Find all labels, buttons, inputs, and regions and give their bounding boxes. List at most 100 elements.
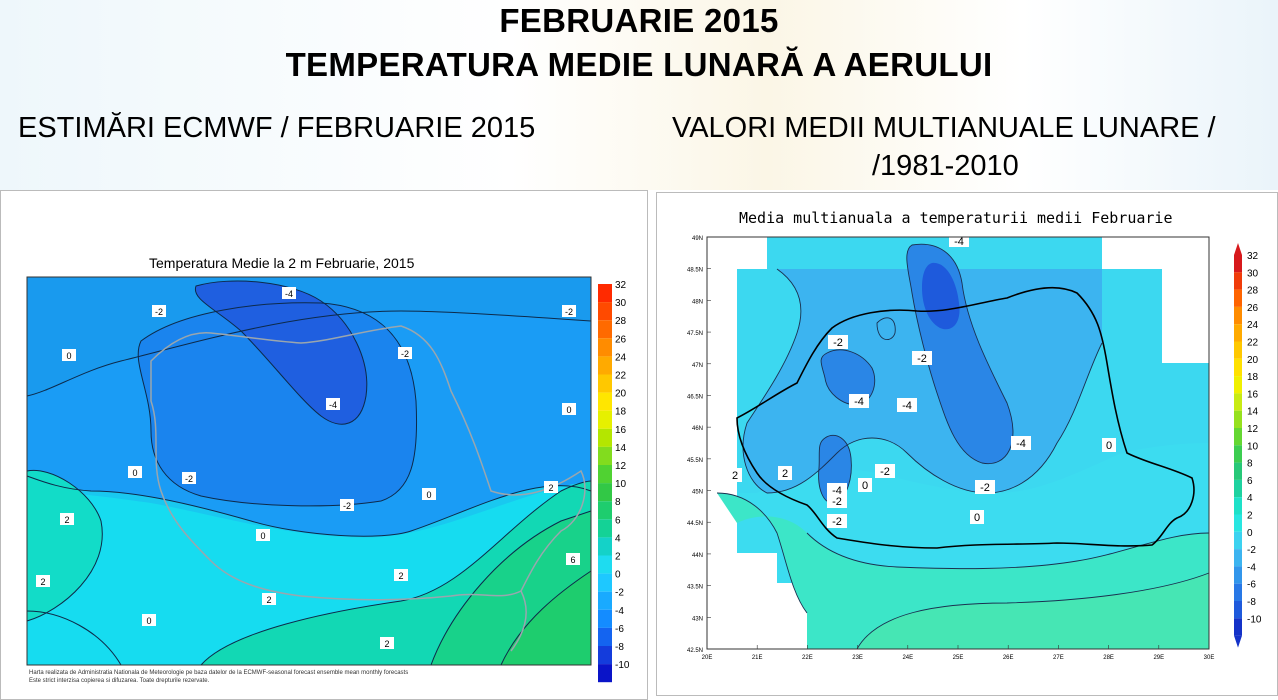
svg-text:-2: -2 xyxy=(832,496,842,508)
svg-text:-2: -2 xyxy=(343,501,351,511)
colorbar-tick-label: 12 xyxy=(615,461,627,472)
svg-text:2: 2 xyxy=(64,515,69,525)
colorbar-tick-label: 24 xyxy=(615,352,627,363)
colorbar-swatch xyxy=(1234,410,1242,428)
map-zone-minus2-north xyxy=(27,277,591,396)
svg-text:-4: -4 xyxy=(285,289,293,299)
multiannual-map-title: Media multianuala a temperaturii medii F… xyxy=(739,209,1173,227)
contour-label: 2 xyxy=(36,575,50,587)
contour-label: 2 xyxy=(60,513,74,525)
longitude-tick-label: 29E xyxy=(1153,655,1164,661)
colorbar-swatch xyxy=(598,573,612,592)
contour-label: 0 xyxy=(62,349,76,361)
danube-border xyxy=(510,590,527,652)
map-frame xyxy=(706,236,1210,650)
credit-line-2: Este strict interzisa copierea si difuza… xyxy=(29,678,210,684)
latitude-tick-label: 43.5N xyxy=(687,585,703,591)
svg-text:0: 0 xyxy=(566,405,571,415)
latitude-tick-label: 47.5N xyxy=(687,331,703,337)
ecmwf-contour-lines xyxy=(26,280,592,666)
svg-text:2: 2 xyxy=(732,470,738,482)
contour-label: -2 xyxy=(828,335,848,349)
colorbar-tick-label: -4 xyxy=(1247,562,1256,573)
longitude-tick-label: 25E xyxy=(953,655,964,661)
colorbar-swatch xyxy=(598,627,612,646)
colorbar-tick-label: 6 xyxy=(615,515,621,526)
colorbar-swatch xyxy=(598,609,612,628)
svg-text:-2: -2 xyxy=(917,353,927,365)
multiannual-temperature-map: 49N 48.5N 48N 47.5N 47N 46.5N 46N 45.5N 45N 44.5N… xyxy=(687,235,1262,661)
latitude-tick-label: 48N xyxy=(692,299,703,305)
map-zone-plus4 xyxy=(857,573,1209,649)
multiannual-contour-labels: -4 -2 -4 -2 -2 -4 -4 -2 -2 -2 0 -4 0 0 2… xyxy=(728,235,1116,528)
svg-text:2: 2 xyxy=(398,571,403,581)
contour-label: 0 xyxy=(562,403,576,415)
colorbar-tick-label: 14 xyxy=(1247,407,1259,418)
svg-text:-2: -2 xyxy=(401,349,409,359)
left-subtitle: ESTIMĂRI ECMWF / FEBRUARIE 2015 xyxy=(18,112,536,144)
colorbar-swatch xyxy=(598,537,612,556)
colorbar-tick-label: 30 xyxy=(1247,268,1259,279)
colorbar-swatch xyxy=(1234,428,1242,446)
svg-text:-4: -4 xyxy=(902,400,912,412)
colorbar-tick-label: 26 xyxy=(1247,303,1259,314)
contour-label: -2 xyxy=(875,464,895,478)
longitude-tick-label: 23E xyxy=(852,655,863,661)
contour-label: -2 xyxy=(340,499,354,511)
colorbar-tick-label: -6 xyxy=(1247,580,1256,591)
colorbar-tick-label: 16 xyxy=(615,425,627,436)
svg-text:-2: -2 xyxy=(155,307,163,317)
colorbar-swatch xyxy=(598,392,612,411)
contour-label: 0 xyxy=(970,510,984,524)
svg-text:-4: -4 xyxy=(854,396,864,408)
colorbar-swatch xyxy=(1234,289,1242,307)
contour-label: 0 xyxy=(256,529,270,541)
colorbar-swatch xyxy=(598,410,612,429)
colorbar-swatch xyxy=(598,664,612,683)
colorbar-swatch xyxy=(598,446,612,465)
ecmwf-contour-labels: -4 -4 -2 -2 -2 -2 -2 0 0 0 0 0 0 2 2 2 2… xyxy=(36,287,580,649)
contour-label: 0 xyxy=(1102,438,1116,452)
contour-label: -2 xyxy=(398,347,412,359)
latitude-tick-label: 42.5N xyxy=(687,648,703,654)
colorbar-swatch xyxy=(598,374,612,393)
longitude-tick-label: 22E xyxy=(802,655,813,661)
romania-border xyxy=(150,325,586,601)
contour-label: -4 xyxy=(326,398,340,410)
colorbar-tick-label: 22 xyxy=(615,371,627,382)
longitude-tick-label: 20E xyxy=(702,655,713,661)
svg-text:-2: -2 xyxy=(880,466,890,478)
map-zone-plus6 xyxy=(501,571,591,665)
colorbar-swatch xyxy=(598,284,612,303)
svg-text:2: 2 xyxy=(548,483,553,493)
svg-text:-2: -2 xyxy=(832,516,842,528)
svg-text:-4: -4 xyxy=(1016,438,1026,450)
contour-label: 0 xyxy=(128,466,142,478)
ecmwf-credit-note: Harta realizata de Administratia Nationa… xyxy=(29,669,629,685)
contour-label: -2 xyxy=(827,494,847,508)
colorbar-swatch xyxy=(1234,324,1242,342)
credit-line-1: Harta realizata de Administratia Nationa… xyxy=(29,670,409,676)
contour-label: -4 xyxy=(897,398,917,412)
colorbar-tick-label: 30 xyxy=(615,298,627,309)
latitude-tick-label: 49N xyxy=(692,236,703,242)
colorbar-top-arrow xyxy=(1234,243,1242,255)
contour-label: -4 xyxy=(849,394,869,408)
colorbar-tick-label: -10 xyxy=(1247,614,1262,625)
svg-text:2: 2 xyxy=(782,468,788,480)
contour-label: 2 xyxy=(778,466,792,480)
svg-text:-4: -4 xyxy=(832,485,842,497)
colorbar-swatch xyxy=(598,302,612,321)
colorbar-swatch xyxy=(598,483,612,502)
svg-text:0: 0 xyxy=(1106,440,1112,452)
colorbar-tick-label: 28 xyxy=(615,316,627,327)
colorbar-tick-label: 10 xyxy=(615,479,627,490)
svg-text:2: 2 xyxy=(384,639,389,649)
colorbar-tick-label: 10 xyxy=(1247,441,1259,452)
svg-text:-2: -2 xyxy=(980,482,990,494)
colorbar-swatch xyxy=(1234,393,1242,411)
svg-text:0: 0 xyxy=(66,351,71,361)
colorbar-swatch xyxy=(1234,531,1242,550)
colorbar-tick-label: 32 xyxy=(615,280,627,291)
colorbar-tick-label: 16 xyxy=(1247,389,1259,400)
